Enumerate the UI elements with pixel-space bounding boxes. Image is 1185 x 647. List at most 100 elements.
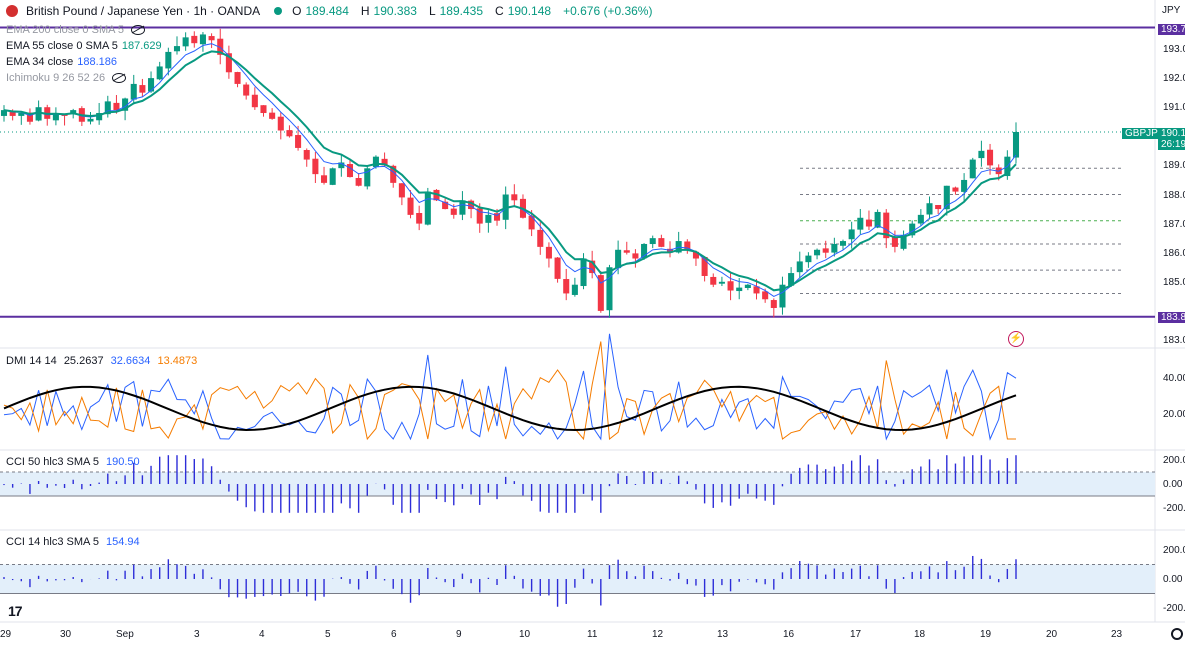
hidden-eye-icon[interactable] [131, 25, 146, 36]
candle-body [727, 281, 734, 291]
time-tick: 11 [587, 629, 598, 640]
candle-body [770, 300, 777, 308]
lower-line-tag: 183.80 [1158, 312, 1185, 323]
candle-body [511, 194, 518, 201]
candle-body [848, 229, 855, 240]
candle-body [649, 238, 656, 245]
time-tick: 5 [325, 629, 331, 640]
cci14-value: 154.94 [106, 536, 140, 548]
candle-body [338, 162, 345, 169]
candle-body [312, 158, 319, 175]
candle-body [563, 279, 570, 294]
candle-body [796, 261, 803, 273]
candle-body [528, 215, 535, 230]
candle-body [459, 200, 466, 215]
candle-body [606, 267, 613, 311]
price-tick: 183.00 [1163, 335, 1185, 346]
cci14-label: CCI 14 hlc3 SMA 5 [6, 536, 99, 548]
candle-body [251, 94, 258, 108]
cci50-value: 190.50 [106, 456, 140, 468]
candle-body [468, 200, 475, 210]
ichimoku-legend[interactable]: Ichimoku 9 26 52 26 [6, 72, 130, 84]
gear-icon[interactable] [1171, 628, 1183, 640]
dmi-adx-line [3, 385, 1017, 432]
candle-body [217, 38, 224, 55]
last-price-tag: 190.14 [1158, 128, 1185, 139]
candle-body [148, 78, 155, 92]
candle-body [165, 51, 172, 69]
ema34-legend[interactable]: EMA 34 close 188.186 [6, 56, 121, 68]
candle-body [243, 84, 250, 96]
candle-body [857, 217, 864, 230]
candle-body [1012, 131, 1020, 158]
candle-body [346, 164, 354, 178]
uk-flag-icon [6, 5, 18, 17]
time-tick: 4 [259, 629, 265, 640]
candle-body [476, 208, 483, 224]
ema200-label: EMA 200 close 0 SMA 5 [6, 24, 125, 36]
candle-body [822, 248, 829, 253]
candle-body [113, 102, 120, 111]
lightning-icon[interactable]: ⚡ [1008, 331, 1024, 347]
candle-body [182, 37, 189, 47]
candle-body [450, 208, 457, 215]
cci50-legend[interactable]: CCI 50 hlc3 SMA 5 190.50 [6, 456, 144, 468]
ohlc-close: C 190.148 [495, 4, 552, 18]
price-tick: 189.00 [1163, 160, 1185, 171]
candle-body [372, 156, 379, 168]
candle-body [416, 212, 423, 224]
candle-body [865, 219, 872, 227]
ema34-line [3, 43, 1017, 297]
candle-body [26, 112, 33, 122]
candle-body [554, 257, 561, 279]
cci50-tick: 200.00 [1163, 455, 1185, 466]
hidden-eye-icon[interactable] [112, 73, 127, 84]
candle-body [130, 83, 137, 100]
candle-body [329, 168, 336, 185]
candle-body [35, 107, 42, 121]
time-tick: 29 [0, 629, 12, 640]
dmi-tick: 40.0000 [1163, 373, 1185, 384]
symbol-title[interactable]: British Pound / Japanese Yen · 1h · OAND… [26, 4, 261, 18]
candle-body [658, 238, 665, 247]
ema34-label: EMA 34 close [6, 56, 74, 68]
candle-body [580, 258, 587, 287]
candle-body [398, 183, 405, 198]
candle-body [615, 249, 622, 269]
symbol-legend[interactable]: British Pound / Japanese Yen · 1h · OAND… [6, 4, 656, 18]
time-tick: 18 [914, 629, 926, 640]
candle-body [952, 187, 959, 192]
time-tick: 10 [519, 629, 531, 640]
candle-body [122, 98, 129, 111]
candle-body [597, 275, 604, 311]
candle-body [831, 243, 838, 253]
cci14-tick: -200.00 [1163, 603, 1185, 614]
ohlc-high: H 190.383 [360, 4, 417, 18]
time-tick: 12 [652, 629, 664, 640]
ema200-legend[interactable]: EMA 200 close 0 SMA 5 [6, 24, 149, 36]
candle-body [935, 205, 942, 210]
cci14-legend[interactable]: CCI 14 hlc3 SMA 5 154.94 [6, 536, 144, 548]
ohlc-low: L 189.435 [428, 4, 484, 18]
candle-body [589, 260, 596, 274]
candle-body [641, 243, 648, 259]
dmi-plus-line [3, 333, 1017, 441]
candle-body [909, 223, 916, 236]
dmi-legend[interactable]: DMI 14 14 25.2637 32.6634 13.4873 [6, 355, 201, 367]
dmi-minus-value: 13.4873 [157, 355, 198, 367]
time-tick: 20 [1046, 629, 1058, 640]
candle-body [52, 113, 59, 121]
cci50-tick: -200.00 [1163, 503, 1185, 514]
candle-body [701, 256, 708, 276]
ema34-value: 188.186 [77, 56, 118, 68]
time-tick: 17 [850, 629, 862, 640]
tradingview-logo[interactable]: 17 [8, 603, 23, 619]
ema55-label: EMA 55 close 0 SMA 5 [6, 40, 118, 52]
ema55-legend[interactable]: EMA 55 close 0 SMA 5 187.629 [6, 40, 166, 52]
price-tick: 187.00 [1163, 219, 1185, 230]
cci50-band [0, 472, 1155, 496]
candle-body [173, 46, 181, 52]
candle-body [0, 110, 8, 116]
time-tick: 13 [717, 629, 729, 640]
